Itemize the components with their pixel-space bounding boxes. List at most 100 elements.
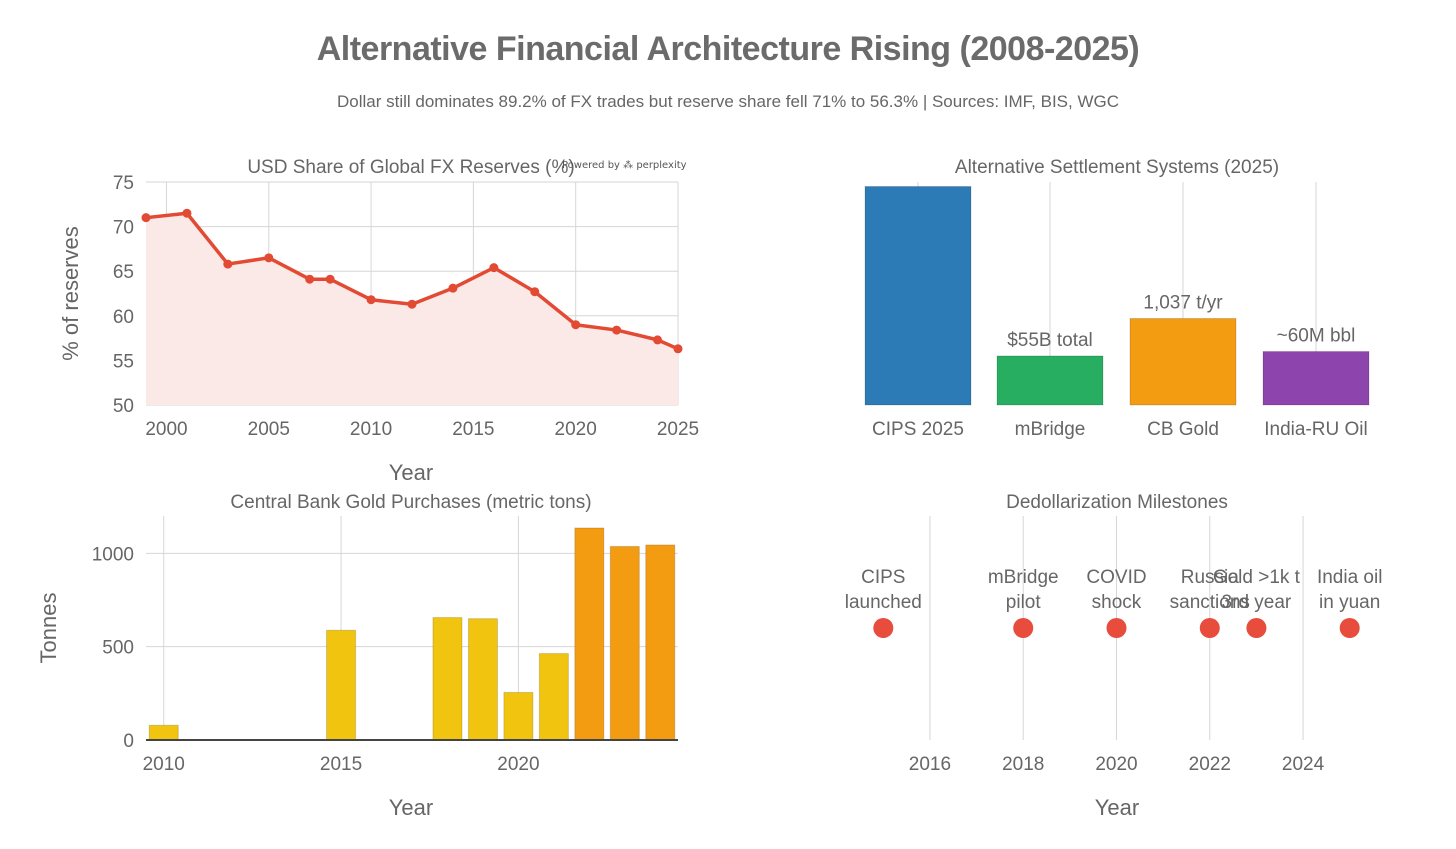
x-tick-label: 2000 xyxy=(145,419,187,440)
bar-value-label: ~60M bbl xyxy=(1277,325,1356,346)
milestone-marker xyxy=(1246,618,1267,638)
data-point xyxy=(673,344,683,354)
gold-purchases-chart: Central Bank Gold Purchases (metric tons… xyxy=(36,492,678,820)
y-axis-label: % of reserves xyxy=(58,226,83,361)
y-tick-label: 65 xyxy=(113,262,134,283)
bar xyxy=(645,544,676,741)
bar xyxy=(864,185,972,406)
y-axis-label: Tonnes xyxy=(36,593,61,664)
bar-value-label: $55B total xyxy=(1007,330,1093,351)
milestones-chart: Dedollarization Milestones CIPS launched mB… xyxy=(845,492,1383,820)
milestone-label-line: sanctions xyxy=(1170,592,1250,613)
milestone-label-line: mBridge xyxy=(988,567,1059,588)
bar xyxy=(1262,350,1370,406)
x-tick-label: 2010 xyxy=(350,419,392,440)
milestone-label-line: COVID xyxy=(1086,567,1146,588)
y-tick-label: 500 xyxy=(102,638,134,659)
chart-title: Central Bank Gold Purchases (metric tons… xyxy=(230,492,591,513)
milestone-marker xyxy=(1199,618,1220,638)
chart-title: USD Share of Global FX Reserves (%) xyxy=(247,157,574,178)
y-tick-label: 70 xyxy=(113,218,134,239)
usd-reserves-chart: USD Share of Global FX Reserves (%) 50 55 6… xyxy=(58,157,699,485)
x-tick-label: 2024 xyxy=(1282,754,1325,775)
x-tick-label: 2016 xyxy=(909,754,951,775)
x-tick-label: mBridge xyxy=(1015,419,1086,440)
milestone-label-line: Russia xyxy=(1181,567,1240,588)
data-point xyxy=(448,283,458,293)
x-tick-label: 2020 xyxy=(555,419,597,440)
data-point xyxy=(366,295,376,305)
data-point xyxy=(489,263,499,273)
milestone-label-line: in yuan xyxy=(1319,592,1380,613)
milestone-label-line: pilot xyxy=(1006,592,1042,613)
data-point xyxy=(264,253,274,263)
x-tick-label: CIPS 2025 xyxy=(872,419,964,440)
bar xyxy=(326,629,357,741)
x-tick-label: 2020 xyxy=(1095,754,1137,775)
data-point xyxy=(141,213,151,223)
y-tick-label: 60 xyxy=(113,307,134,328)
milestone-label: Gold >1k t 3rd year xyxy=(1213,567,1301,613)
y-tick-label: 0 xyxy=(123,731,134,752)
data-point xyxy=(223,259,233,269)
data-point xyxy=(653,335,663,345)
x-axis-label: Year xyxy=(389,795,433,820)
milestone-marker xyxy=(873,618,894,638)
milestone-label-line: CIPS xyxy=(861,567,905,588)
bar xyxy=(148,724,179,741)
x-axis-label: Year xyxy=(389,460,433,485)
milestone-label-line: Gold >1k t xyxy=(1213,567,1301,588)
milestone-marker xyxy=(1339,618,1360,638)
perplexity-watermark: Powered by ⁂ perplexity xyxy=(562,160,687,171)
x-tick-label: India-RU Oil xyxy=(1264,419,1367,440)
bars-group: $245T/yr $55B total 1,037 t/yr ~60M bbl xyxy=(864,160,1370,406)
y-tick-label: 1000 xyxy=(92,544,134,565)
bar xyxy=(609,545,640,741)
data-point xyxy=(571,320,581,330)
bar xyxy=(538,653,569,741)
bar xyxy=(432,617,463,741)
milestone-label: Russia sanctions xyxy=(1170,567,1250,613)
milestone-marker xyxy=(1106,618,1127,638)
x-tick-label: 2005 xyxy=(248,419,290,440)
x-tick-label: CB Gold xyxy=(1147,419,1219,440)
x-tick-label: 2025 xyxy=(657,419,699,440)
settlement-systems-chart: $245T/yr $55B total 1,037 t/yr ~60M bbl CIPS… xyxy=(864,157,1370,440)
milestone-label-line: launched xyxy=(845,592,922,613)
bar-value-label: 1,037 t/yr xyxy=(1143,292,1223,313)
data-point xyxy=(407,299,417,309)
y-tick-label: 55 xyxy=(113,351,134,372)
milestone-label: India oil in yuan xyxy=(1317,567,1383,613)
area-fill xyxy=(146,213,678,405)
bar xyxy=(503,691,534,741)
bar xyxy=(467,618,498,741)
data-point xyxy=(612,325,622,335)
y-tick-label: 50 xyxy=(113,396,134,417)
bar xyxy=(574,527,605,741)
milestone-label: COVID shock xyxy=(1086,567,1146,613)
bar xyxy=(996,355,1104,406)
x-tick-label: 2015 xyxy=(452,419,494,440)
milestone-label-line: shock xyxy=(1092,592,1142,613)
x-tick-label: 2022 xyxy=(1189,754,1231,775)
x-tick-label: 2010 xyxy=(143,754,185,775)
page-title: Alternative Financial Architecture Risin… xyxy=(316,30,1140,68)
data-point xyxy=(530,287,540,297)
milestone-marker xyxy=(1013,618,1034,638)
x-axis-label: Year xyxy=(1095,795,1139,820)
x-tick-label: 2018 xyxy=(1002,754,1044,775)
bar xyxy=(1129,317,1237,406)
milestone-label-line: 3rd year xyxy=(1222,592,1292,613)
milestone-label-line: India oil xyxy=(1317,567,1383,588)
bar-value-label: $245T/yr xyxy=(881,160,957,181)
milestone-label: mBridge pilot xyxy=(988,567,1059,613)
y-tick-label: 75 xyxy=(113,173,134,194)
data-point xyxy=(182,208,192,218)
page-subtitle: Dollar still dominates 89.2% of FX trade… xyxy=(336,92,1120,111)
data-point xyxy=(325,274,335,284)
x-tick-label: 2015 xyxy=(320,754,362,775)
data-point xyxy=(305,274,315,284)
x-tick-label: 2020 xyxy=(497,754,539,775)
chart-title: Alternative Settlement Systems (2025) xyxy=(955,157,1279,178)
chart-title: Dedollarization Milestones xyxy=(1006,492,1228,513)
